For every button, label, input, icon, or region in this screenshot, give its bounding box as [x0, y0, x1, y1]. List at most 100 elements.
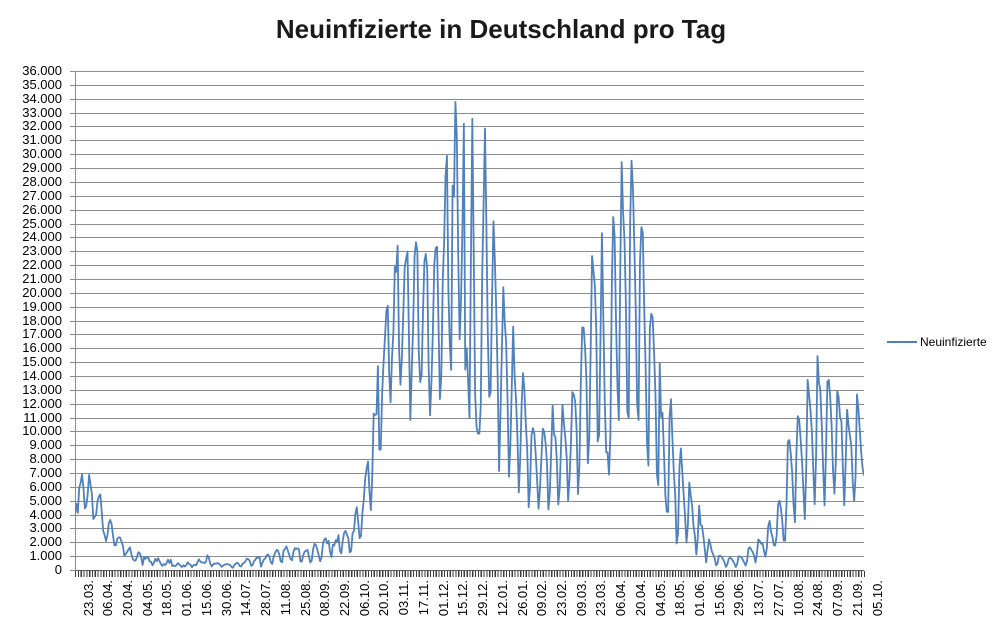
gridline	[75, 431, 864, 433]
y-axis-tick-label: 25.000	[22, 215, 62, 231]
gridline	[75, 209, 864, 211]
y-axis-tick	[70, 403, 75, 405]
gridline	[75, 292, 864, 294]
y-axis-tick-label: 8.000	[29, 451, 62, 467]
x-axis-tick-label: 27.07.	[770, 580, 786, 617]
y-axis-tick-label: 35.000	[22, 76, 62, 92]
data-series-line	[75, 100, 864, 569]
y-axis-tick-label: 1.000	[29, 548, 62, 564]
x-axis-tick-label: 20.10.	[376, 580, 392, 617]
x-axis-tick-label: 30.06.	[218, 580, 234, 617]
x-axis-tick-label: 22.09.	[336, 580, 352, 617]
y-axis-tick	[70, 362, 75, 364]
legend-series-label: Neuinfizierte	[920, 334, 987, 349]
x-axis-tick-label: 17.11.	[415, 580, 431, 616]
gridline	[75, 237, 864, 239]
x-axis-tick-label: 15.06.	[198, 580, 214, 617]
x-axis-tick-label: 23.03.	[593, 580, 609, 617]
y-axis-tick-label: 22.000	[22, 257, 62, 273]
gridline	[75, 514, 864, 516]
y-axis-tick	[70, 168, 75, 169]
y-axis-tick	[70, 84, 75, 86]
y-axis-tick	[70, 181, 75, 183]
gridline	[75, 98, 864, 100]
y-axis-tick-label: 13.000	[22, 381, 62, 397]
x-axis-tick-label: 06.04.	[613, 580, 629, 617]
y-axis-tick-label: 21.000	[22, 270, 62, 286]
y-axis-tick	[70, 389, 75, 391]
y-axis-tick	[70, 348, 75, 350]
y-axis-tick	[70, 375, 75, 377]
y-axis-tick-label: 33.000	[22, 104, 62, 120]
x-axis-tick-label: 23.02.	[553, 580, 569, 617]
x-axis-tick-label: 26.01.	[514, 580, 530, 617]
y-axis-tick	[70, 265, 75, 267]
x-axis-tick-label: 14.07.	[238, 580, 254, 617]
y-axis-tick	[70, 500, 75, 502]
y-axis-tick-label: 15.000	[22, 354, 62, 370]
y-axis-tick-label: 6.000	[29, 478, 62, 494]
y-axis-tick	[70, 209, 75, 211]
y-axis-tick	[70, 514, 75, 516]
legend: Neuinfizierte	[887, 334, 987, 349]
y-axis-tick	[70, 334, 75, 336]
x-axis-day-ticks	[75, 571, 865, 577]
y-axis-tick	[70, 195, 75, 197]
y-axis-tick-label: 34.000	[22, 90, 62, 106]
y-axis-tick	[70, 251, 75, 253]
y-axis-tick-label: 20.000	[22, 284, 62, 300]
x-axis-tick-label: 12.01.	[494, 580, 510, 617]
y-axis-tick	[70, 223, 75, 225]
x-axis-tick-label: 18.05.	[672, 580, 688, 617]
gridline	[75, 445, 864, 447]
y-axis-tick	[70, 528, 75, 530]
x-axis-tick-label: 01.06.	[692, 580, 707, 617]
y-axis-tick	[70, 459, 75, 461]
y-axis-tick-label: 24.000	[22, 229, 62, 245]
y-axis-tick	[70, 278, 75, 280]
plot-area	[75, 100, 864, 569]
legend-series-line-swatch	[887, 340, 917, 343]
gridline	[75, 126, 864, 128]
x-axis-tick-label: 08.09.	[317, 580, 333, 617]
y-axis-tick-label: 31.000	[22, 132, 62, 148]
y-axis-tick-label: 29.000	[22, 160, 62, 175]
gridline	[75, 528, 864, 530]
gridline	[75, 473, 864, 474]
y-axis-tick-label: 19.000	[22, 298, 62, 314]
x-axis-tick-label: 05.10.	[869, 580, 885, 617]
y-axis-tick-label: 4.000	[29, 506, 62, 522]
x-axis-tick-label: 09.02.	[534, 580, 550, 617]
y-axis-tick-label: 14.000	[22, 367, 62, 383]
y-axis-tick-label: 32.000	[22, 118, 62, 134]
y-axis-tick-label: 16.000	[22, 340, 62, 356]
x-axis-tick-label: 24.08.	[810, 580, 826, 617]
x-axis-tick-label: 15.06.	[711, 580, 727, 617]
y-axis-tick	[70, 556, 75, 558]
x-axis-tick-label: 01.12.	[435, 580, 451, 617]
y-axis-tick	[70, 126, 75, 128]
x-axis-tick-label: 03.11.	[396, 580, 412, 616]
x-axis-tick-label: 21.09.	[849, 580, 865, 617]
x-axis-tick-label: 20.04.	[632, 580, 648, 617]
gridline	[75, 486, 864, 488]
x-axis-tick-label: 23.03.	[80, 580, 96, 617]
gridline	[75, 306, 864, 308]
x-axis-tick-label: 18.05.	[159, 580, 175, 617]
gridline	[75, 459, 864, 461]
y-axis-tick	[70, 237, 75, 239]
y-axis-tick	[70, 71, 75, 72]
y-axis-tick-label: 7.000	[29, 465, 62, 480]
gridline	[75, 195, 864, 197]
y-axis-tick	[70, 431, 75, 433]
gridline	[75, 154, 864, 156]
y-axis-tick	[70, 445, 75, 447]
y-axis-tick-label: 12.000	[22, 395, 62, 411]
x-axis-tick-label: 28.07.	[258, 580, 273, 617]
y-axis-tick-label: 0	[54, 562, 62, 577]
x-axis-tick-label: 07.09.	[830, 580, 846, 617]
gridline	[75, 500, 864, 502]
x-axis-tick-label: 13.07.	[751, 580, 767, 617]
y-axis-tick-label: 2.000	[29, 534, 62, 550]
gridline	[75, 84, 864, 86]
